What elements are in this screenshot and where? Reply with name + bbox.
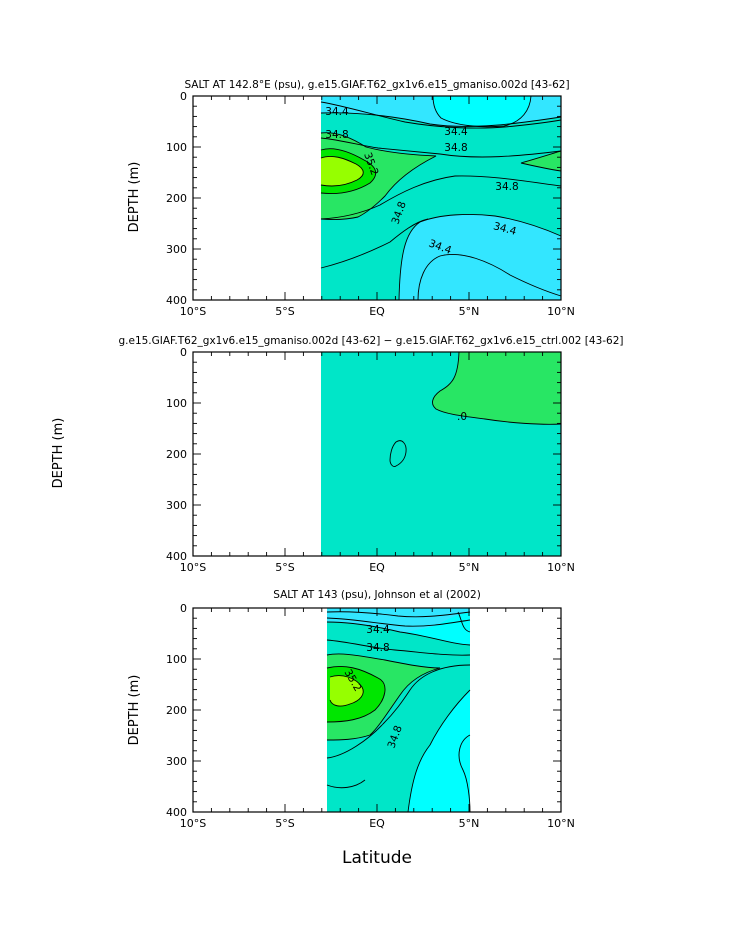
- contour-label: 34.4: [325, 106, 349, 118]
- x-tick-label: 5°S: [275, 817, 294, 830]
- contour: [326, 639, 471, 656]
- contour-34-8-lower: [320, 175, 562, 220]
- contour-34-4-deep: [398, 213, 562, 301]
- fill-35-2-east: [521, 151, 561, 171]
- contour-zero: [432, 351, 562, 425]
- x-tick-label: 5°N: [459, 817, 480, 830]
- y-axis-label: DEPTH (m): [127, 675, 142, 746]
- contour-label: 34.4: [492, 220, 518, 238]
- y-tick-label: 200: [166, 448, 187, 461]
- y-tick-label: 100: [166, 397, 187, 410]
- contour-34-8-upper: [320, 112, 562, 127]
- contour-label: 34.4: [444, 126, 468, 138]
- x-tick-label: 10°S: [180, 561, 206, 574]
- contour-34-4-upper: [320, 101, 562, 129]
- contour-35-6: [320, 148, 377, 194]
- x-tick-label: EQ: [369, 305, 385, 318]
- y-tick-label: 0: [180, 90, 187, 103]
- y-tick-label: 100: [166, 653, 187, 666]
- x-tick-label: 5°S: [275, 305, 294, 318]
- salinity-field: [327, 608, 470, 812]
- x-tick-label: 10°N: [547, 305, 575, 318]
- contour-label-group: .0: [457, 411, 467, 423]
- fill-36-0: [321, 156, 364, 186]
- y-tick-label: 300: [166, 243, 187, 256]
- y-axis-label: DEPTH (m): [51, 418, 66, 489]
- x-tick-label: 5°N: [459, 305, 480, 318]
- contour-label-group: 34.4 34.8 34.4 34.8 35.2 34.8 34.8 34.4 …: [325, 106, 518, 257]
- contour-lines: [389, 351, 562, 467]
- y-tick-label: 400: [166, 294, 187, 307]
- contour-label: 34.8: [495, 181, 518, 193]
- x-tick-label: 10°N: [547, 561, 575, 574]
- x-tick-label: 5°S: [275, 561, 294, 574]
- panel-title: g.e15.GIAF.T62_gx1v6.e15_gmaniso.002d [4…: [118, 335, 623, 347]
- contour: [457, 611, 471, 633]
- contour: [458, 734, 471, 813]
- y-tick-label: 400: [166, 806, 187, 819]
- contour-label: 34.8: [366, 642, 389, 654]
- y-tick-label: 0: [180, 602, 187, 615]
- y-tick-label: 100: [166, 141, 187, 154]
- y-tick-label: 200: [166, 704, 187, 717]
- contour-34-0: [432, 95, 532, 128]
- contour: [326, 664, 471, 759]
- contour: [326, 779, 366, 789]
- x-tick-label: EQ: [369, 817, 385, 830]
- contour-lines: [326, 611, 471, 813]
- contour: [326, 617, 471, 627]
- contour: [329, 675, 364, 707]
- x-tick-label: 10°S: [180, 817, 206, 830]
- axes: 10°S 5°S EQ 5°N 10°N 0 100 200 300 400: [166, 90, 575, 318]
- contour-34-4-lower-a: [320, 218, 429, 269]
- fill-34-0: [433, 96, 531, 127]
- contour: [326, 666, 386, 723]
- y-tick-label: 400: [166, 550, 187, 563]
- x-tick-label: 5°N: [459, 561, 480, 574]
- contour: [407, 689, 471, 813]
- y-tick-label: 0: [180, 346, 187, 359]
- panel-title: SALT AT 143 (psu), Johnson et al (2002): [273, 589, 481, 601]
- contour-label: .0: [457, 411, 467, 423]
- contour: [326, 621, 471, 646]
- fill-36-0: [330, 675, 364, 707]
- contour: [326, 611, 471, 618]
- y-tick-label: 300: [166, 499, 187, 512]
- contour-label: 34.8: [325, 129, 348, 141]
- panel-model-salinity: SALT AT 142.8°E (psu), g.e15.GIAF.T62_gx…: [127, 79, 575, 318]
- salinity-field: [321, 96, 561, 300]
- axes: 10°S 5°S EQ 5°N 10°N 0 100 200 300 400: [166, 346, 575, 574]
- diff-pocket: [390, 440, 407, 467]
- axes: 10°S 5°S EQ 5°N 10°N 0 100 200 300 400: [166, 602, 575, 830]
- contour: [326, 653, 441, 741]
- x-axis-label: Latitude: [342, 848, 412, 868]
- contour-34-8-mid: [320, 137, 562, 158]
- x-tick-label: EQ: [369, 561, 385, 574]
- panel-difference: g.e15.GIAF.T62_gx1v6.e15_gmaniso.002d [4…: [51, 335, 624, 574]
- x-tick-label: 10°S: [180, 305, 206, 318]
- y-axis-label: DEPTH (m): [127, 162, 142, 233]
- difference-field: [321, 352, 561, 556]
- x-tick-label: 10°N: [547, 817, 575, 830]
- contour-36-0: [320, 155, 364, 187]
- panel-title: SALT AT 142.8°E (psu), g.e15.GIAF.T62_gx…: [184, 79, 569, 91]
- contour-label: 34.4: [366, 624, 390, 636]
- panel-observed-salinity: SALT AT 143 (psu), Johnson et al (2002) …: [127, 589, 575, 830]
- contour-zero-pocket: [389, 440, 407, 467]
- contour-35-2-west: [320, 132, 437, 221]
- contour-34-4-bottom: [417, 254, 562, 301]
- diff-positive: [432, 352, 561, 425]
- contour-label: 34.8: [444, 142, 467, 154]
- contour-lines: [320, 95, 562, 301]
- y-tick-label: 300: [166, 755, 187, 768]
- y-tick-label: 200: [166, 192, 187, 205]
- contour-35-2-east: [520, 150, 562, 172]
